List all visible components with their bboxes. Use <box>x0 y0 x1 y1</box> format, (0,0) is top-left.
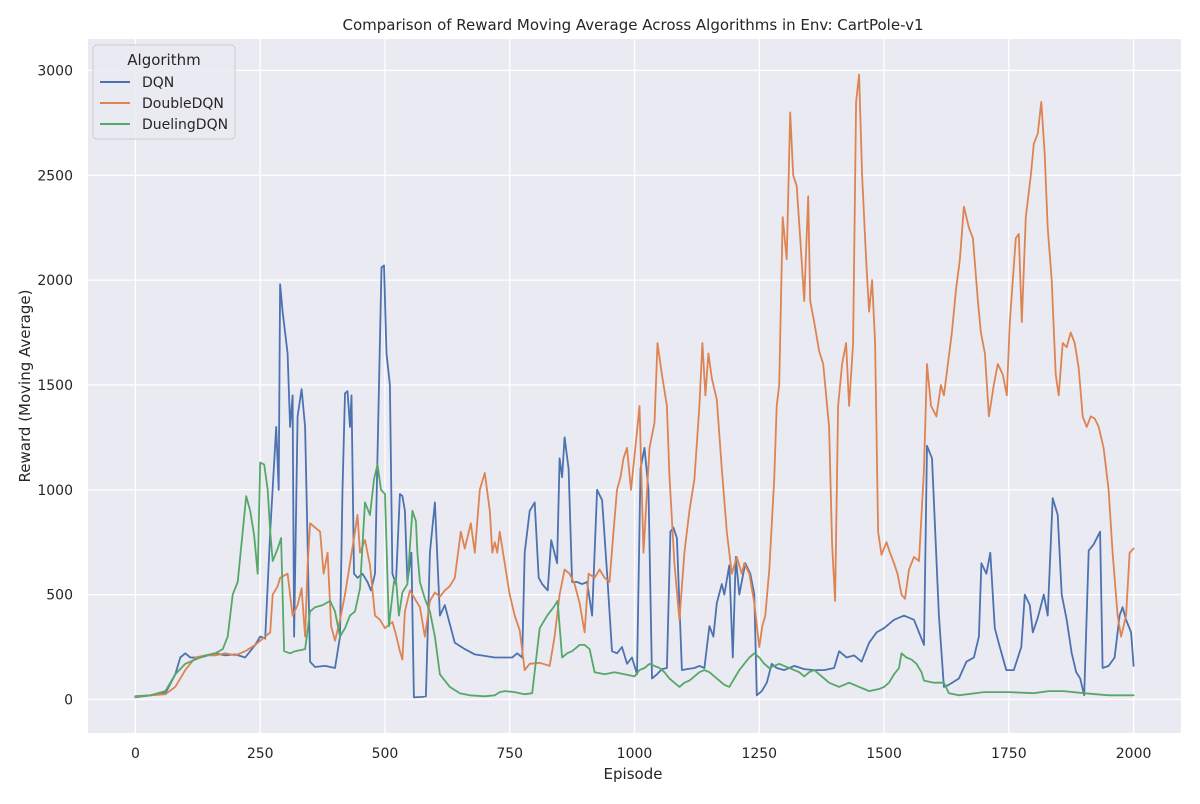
y-tick-label: 2000 <box>37 273 73 289</box>
series-lines <box>134 73 1135 699</box>
y-tick-label: 2500 <box>37 168 73 184</box>
series-line-duelingdqn <box>134 461 1135 699</box>
legend-title: Algorithm <box>127 51 200 69</box>
series-line-doubledqn <box>134 73 1135 698</box>
y-tick-label: 1000 <box>37 483 73 499</box>
x-tick-label: 2000 <box>1116 746 1152 762</box>
y-tick-label: 3000 <box>37 63 73 79</box>
y-tick-label: 1500 <box>37 378 73 394</box>
legend-entries: DQN DoubleDQN DuelingDQN <box>100 75 228 133</box>
y-tick-label: 500 <box>46 588 73 604</box>
grid-lines <box>88 39 1181 733</box>
legend-box <box>92 44 236 140</box>
x-tick-label: 1750 <box>991 746 1027 762</box>
legend-label-duelingdqn: DuelingDQN <box>142 117 228 133</box>
x-tick-label: 1000 <box>617 746 653 762</box>
legend: Algorithm DQN DoubleDQN DuelingDQN <box>92 44 236 140</box>
tick-labels: 0 250 500 750 1000 1250 1500 1750 2000 0 500 1000 15… <box>37 63 1151 762</box>
chart-title: Comparison of Reward Moving Average Acro… <box>343 16 924 34</box>
y-tick-label: 0 <box>64 692 73 708</box>
x-tick-label: 1250 <box>741 746 777 762</box>
y-axis-title: Reward (Moving Average) <box>16 290 34 483</box>
x-tick-label: 250 <box>247 746 274 762</box>
x-tick-label: 750 <box>496 746 523 762</box>
legend-label-dqn: DQN <box>142 75 174 91</box>
x-axis-title: Episode <box>604 765 663 783</box>
x-tick-label: 1500 <box>866 746 902 762</box>
legend-label-doubledqn: DoubleDQN <box>142 96 224 112</box>
x-tick-label: 0 <box>131 746 140 762</box>
series-line-dqn <box>134 264 1135 699</box>
x-tick-label: 500 <box>372 746 399 762</box>
